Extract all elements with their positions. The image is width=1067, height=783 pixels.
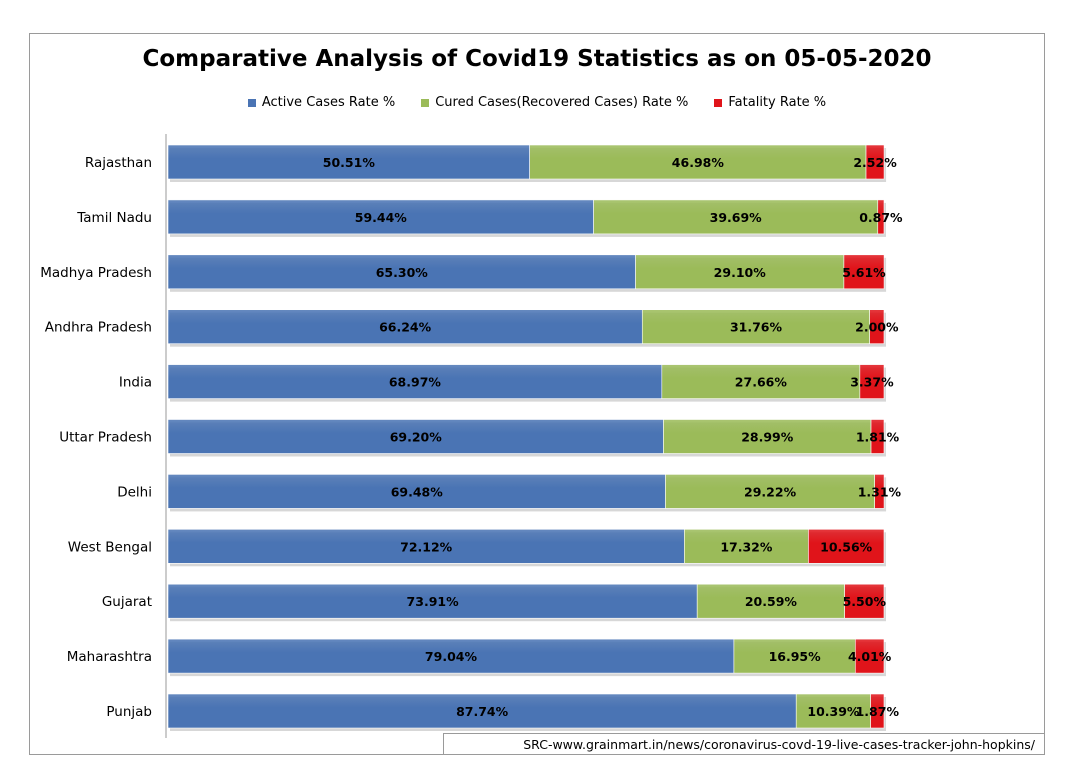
bar-segment-2 (877, 199, 885, 235)
bar-segment-2 (869, 309, 885, 345)
legend-swatch (247, 98, 256, 107)
bar-segment-1 (529, 144, 867, 180)
data-label: 10.39% (807, 704, 860, 719)
category-label: Uttar Pradesh (59, 430, 152, 446)
data-label: 2.00% (855, 320, 899, 335)
bar-segment-0 (167, 419, 664, 454)
data-label: 79.04% (425, 649, 478, 664)
legend-item-0: Active Cases Rate % (247, 95, 396, 110)
bar-segment-2 (854, 638, 885, 674)
data-label: 69.20% (390, 430, 443, 445)
category-label: Rajasthan (85, 155, 152, 171)
bar-segment-2 (870, 693, 885, 729)
data-label: 72.12% (400, 539, 453, 554)
bar-segment-1 (641, 309, 870, 345)
bar-segment-1 (684, 528, 809, 564)
data-label: 66.24% (379, 320, 432, 335)
data-label: 3.37% (850, 375, 894, 390)
data-label: 31.76% (730, 320, 783, 335)
data-label: 46.98% (672, 155, 725, 170)
data-label: 4.01% (848, 649, 892, 664)
data-label: 2.52% (853, 155, 897, 170)
bar-segment-0 (167, 309, 643, 345)
data-label: 5.61% (842, 265, 886, 280)
data-label: 65.30% (376, 265, 429, 280)
bar-segment-1 (665, 474, 875, 509)
data-label: 17.32% (720, 539, 773, 554)
legend-label: Active Cases Rate % (261, 95, 396, 110)
bar-segment-0 (167, 254, 636, 290)
bar-segment-2 (808, 528, 885, 564)
legend-item-2: Fatality Rate % (714, 95, 826, 110)
bar-segment-2 (874, 474, 885, 509)
category-label: Delhi (117, 484, 152, 500)
legend-label: Cured Cases(Recovered Cases) Rate % (435, 95, 689, 110)
data-label: 10.56% (820, 539, 873, 554)
category-label: Punjab (106, 704, 152, 720)
bar-segment-1 (663, 419, 872, 454)
category-label: India (119, 375, 152, 391)
bar-segment-1 (661, 364, 861, 399)
bar-segment-0 (167, 199, 594, 235)
bar-segment-2 (865, 144, 885, 180)
data-label: 16.95% (769, 649, 822, 664)
data-label: 87.74% (456, 704, 509, 719)
data-label: 69.48% (391, 484, 444, 499)
bar-segment-0 (167, 364, 663, 399)
category-label: West Bengal (68, 539, 152, 555)
legend-swatch (714, 98, 723, 107)
legend-swatch (421, 98, 430, 107)
bar-segment-2 (859, 364, 885, 399)
legend: Active Cases Rate % Cured Cases(Recovered… (29, 95, 1045, 110)
data-label: 1.31% (858, 484, 902, 499)
data-label: 1.81% (856, 430, 900, 445)
data-label: 5.50% (843, 594, 887, 609)
data-label: 68.97% (389, 375, 442, 390)
data-label: 28.99% (741, 430, 794, 445)
category-label: Gujarat (102, 594, 152, 610)
bar-segment-1 (696, 583, 845, 619)
category-label: Madhya Pradesh (40, 265, 152, 281)
bar-segment-2 (870, 419, 885, 454)
data-label: 27.66% (735, 375, 788, 390)
data-label: 29.10% (714, 265, 767, 280)
bar-segment-1 (795, 693, 871, 729)
bar-segment-0 (167, 693, 797, 729)
legend-label: Fatality Rate % (728, 95, 827, 110)
data-label: 73.91% (407, 594, 460, 609)
data-label: 1.87% (856, 704, 900, 719)
source-caption: SRC-www.grainmart.in/news/coronavirus-co… (443, 733, 1045, 755)
data-label: 59.44% (355, 210, 408, 225)
category-label: Andhra Pradesh (45, 320, 152, 336)
bar-segment-0 (167, 583, 698, 619)
bar-segment-1 (593, 199, 879, 235)
data-label: 0.87% (859, 210, 903, 225)
bar-segment-1 (733, 638, 856, 674)
data-label: 20.59% (745, 594, 798, 609)
bar-segment-0 (167, 638, 735, 674)
bar-segment-0 (167, 474, 666, 509)
bar-segment-2 (843, 254, 885, 290)
bar-segment-1 (635, 254, 845, 290)
data-label: 50.51% (323, 155, 376, 170)
chart-title: Comparative Analysis of Covid19 Statisti… (142, 46, 932, 72)
category-label: Tamil Nadu (76, 210, 152, 226)
data-label: 29.22% (744, 484, 797, 499)
bar-segment-0 (167, 144, 530, 180)
category-label: Maharashtra (67, 649, 152, 665)
data-label: 39.69% (710, 210, 763, 225)
bar-segment-2 (844, 583, 885, 619)
legend-item-1: Cured Cases(Recovered Cases) Rate % (421, 95, 688, 110)
